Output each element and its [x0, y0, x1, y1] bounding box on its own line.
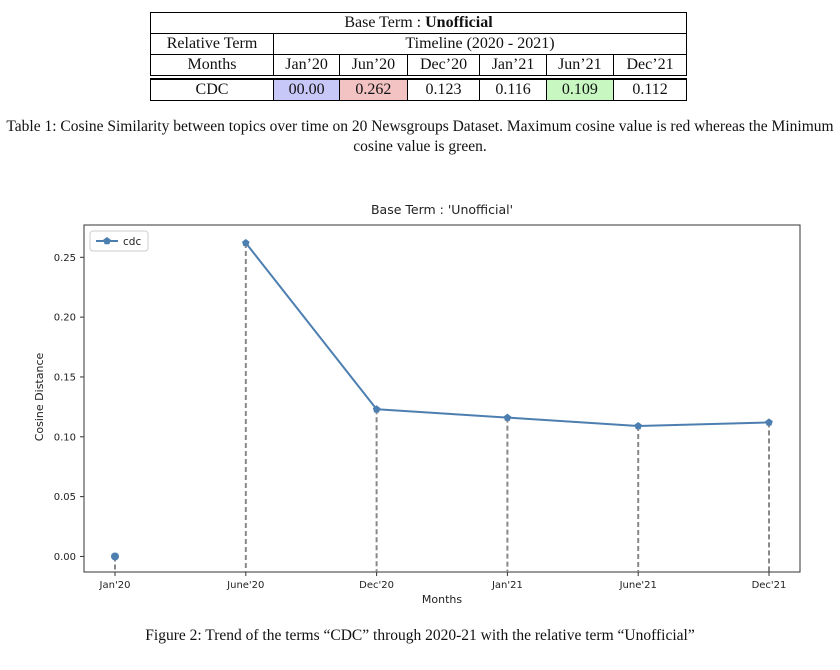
trend-chart: Base Term : 'Unofficial' Months Cosine D…: [0, 195, 840, 615]
y-tick-label: 0.25: [54, 253, 76, 264]
x-tick-label: Dec'20: [359, 580, 394, 591]
value-cell: 0.112: [613, 78, 687, 101]
table-title-term: Unofficial: [425, 14, 493, 31]
x-axis-label: Months: [422, 593, 462, 606]
table-caption: Table 1: Cosine Similarity between topic…: [6, 118, 834, 155]
month-header: Dec’21: [613, 54, 687, 76]
x-tick-label: Jan'21: [491, 580, 523, 591]
x-tick-label: June'21: [619, 580, 657, 591]
figure-caption: Figure 2: Trend of the terms “CDC” throu…: [145, 627, 695, 644]
y-axis-label: Cosine Distance: [33, 353, 46, 442]
y-tick-label: 0.15: [54, 372, 76, 383]
y-tick-label: 0.20: [54, 313, 76, 324]
y-tick-label: 0.00: [54, 552, 76, 563]
results-table: Base Term : Unofficial Relative Term Tim…: [150, 12, 687, 101]
months-label: Months: [150, 54, 274, 76]
table-title-prefix: Base Term :: [344, 14, 426, 31]
plot-layer: 0.00 0.05 0.10 0.15 0.20 0.25 Jan'20 June'20 Dec…: [54, 224, 801, 591]
chart-svg: Base Term : 'Unofficial' Months Cosine D…: [33, 202, 801, 606]
data-point: [503, 413, 512, 421]
legend-marker: [103, 237, 111, 245]
y-tick-label: 0.10: [54, 432, 76, 443]
month-header: Jan’20: [272, 54, 341, 76]
month-header: Dec’20: [406, 54, 481, 76]
timeline-label: Timeline (2020 - 2021): [273, 33, 687, 55]
value-cell: 0.123: [406, 78, 481, 101]
legend-label: cdc: [123, 236, 141, 248]
x-tick-label: Jan'20: [99, 580, 131, 591]
value-cell: 0.109: [545, 78, 615, 101]
data-point: [634, 422, 642, 430]
value-cell: 00.00: [272, 78, 341, 101]
x-tick-label: Dec'21: [752, 580, 787, 591]
data-point: [242, 238, 250, 247]
value-cell: 0.262: [339, 78, 408, 101]
month-header: Jun’21: [545, 54, 615, 76]
month-header: Jan’21: [479, 54, 547, 76]
chart-title: Base Term : 'Unofficial': [371, 202, 513, 217]
data-point: [765, 418, 773, 426]
value-cell: 0.116: [479, 78, 547, 101]
relative-term-label: Relative Term: [150, 33, 274, 55]
legend-box: [89, 230, 149, 252]
month-header: Jun’20: [339, 54, 408, 76]
data-point: [111, 552, 119, 561]
row-label: CDC: [150, 78, 274, 101]
data-point: [372, 405, 381, 413]
table-title: Base Term : Unofficial: [150, 12, 687, 34]
series-line-cdc: [245, 242, 770, 428]
plot-frame: [83, 224, 801, 573]
x-tick-label: June'20: [226, 580, 264, 591]
y-tick-label: 0.05: [54, 492, 76, 503]
